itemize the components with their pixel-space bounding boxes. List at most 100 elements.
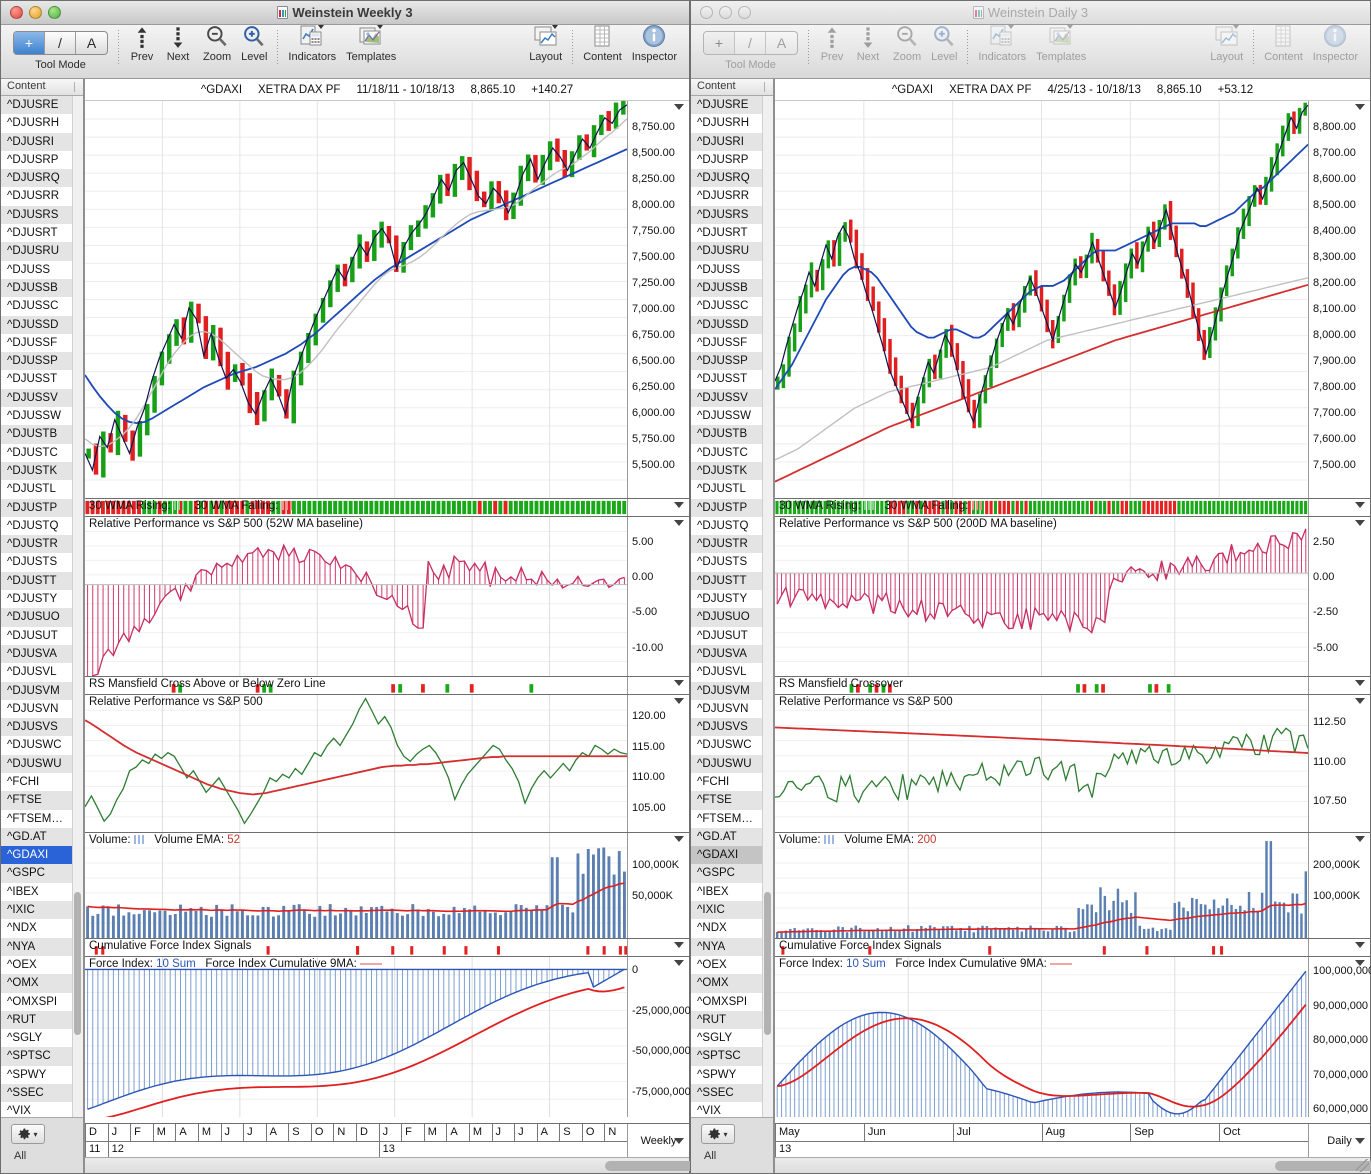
symbol-list-item[interactable]: ^DJUSSF bbox=[697, 336, 748, 349]
chart-panel-force[interactable]: Force Index: 10 Sum Force Index Cumulati… bbox=[775, 957, 1371, 1117]
zoom-out-button[interactable]: Zoom bbox=[203, 23, 231, 63]
panel-menu-chevron-down-icon[interactable] bbox=[1355, 836, 1365, 842]
scrollbar-thumb[interactable] bbox=[74, 892, 81, 1036]
symbol-list-item[interactable]: ^DJUSUO bbox=[691, 608, 773, 627]
toolbar-weekly[interactable]: + / A Tool Mode bbox=[1, 25, 689, 79]
plot-area-volume[interactable]: Volume: Volume EMA: 52 bbox=[85, 833, 627, 938]
value-axis-cfi_signals[interactable] bbox=[627, 939, 689, 956]
frequency-selector-weekly[interactable]: Weekly bbox=[627, 1124, 689, 1157]
scrollbar-thumb[interactable] bbox=[764, 892, 771, 1036]
panel-menu-chevron-down-icon[interactable] bbox=[674, 960, 684, 966]
plot-area-force[interactable]: Force Index: 10 Sum Force Index Cumulati… bbox=[85, 957, 627, 1117]
symbol-list-item[interactable]: ^DJUSTY bbox=[697, 593, 748, 606]
horizontal-scrollbar-weekly[interactable] bbox=[85, 1157, 755, 1173]
zoom-in-button[interactable]: Level bbox=[931, 23, 957, 63]
gear-button[interactable]: ▾ bbox=[11, 1124, 45, 1144]
symbol-list-item[interactable]: ^DJUSSP bbox=[691, 352, 773, 371]
value-axis-wma[interactable] bbox=[1308, 499, 1370, 516]
symbol-list-item[interactable]: ^IBEX bbox=[697, 885, 729, 898]
symbol-list-item[interactable]: ^DJUSTK bbox=[691, 461, 773, 481]
layout-button[interactable]: Layout bbox=[1210, 23, 1243, 63]
symbol-list-item[interactable]: ^OMXSPI bbox=[697, 995, 748, 1008]
symbol-list-item[interactable]: ^OMXSPI bbox=[7, 995, 58, 1008]
nav-group[interactable]: Prev Next bbox=[123, 27, 197, 63]
symbol-list-item[interactable]: ^DJUSWU bbox=[691, 754, 773, 773]
symbol-list-item[interactable]: ^SSEC bbox=[691, 1084, 773, 1103]
symbol-list-item[interactable]: ^NDX bbox=[7, 922, 37, 935]
symbol-list-item[interactable]: ^OMX bbox=[1, 974, 83, 993]
plot-area-volume[interactable]: Volume: Volume EMA: 200 bbox=[775, 833, 1308, 938]
symbol-list-item[interactable]: ^DJUSST bbox=[697, 373, 748, 386]
symbol-list-item[interactable]: ^DJUSTY bbox=[7, 593, 58, 606]
chevron-down-icon[interactable] bbox=[1355, 1137, 1365, 1144]
symbol-list-item[interactable]: ^DJUSRR bbox=[697, 190, 750, 203]
symbol-list-item[interactable]: ^DJUSRU bbox=[1, 242, 83, 261]
symbol-list-item[interactable]: ^FCHI bbox=[7, 775, 40, 788]
panel-menu-chevron-down-icon[interactable] bbox=[674, 104, 684, 110]
symbol-list-item[interactable]: ^GD.AT bbox=[691, 827, 773, 847]
plot-area-cfi_signals[interactable]: Cumulative Force Index Signals bbox=[775, 939, 1308, 956]
symbol-list-item[interactable]: ^DJUSS bbox=[7, 263, 51, 276]
value-axis-mansfield[interactable] bbox=[627, 677, 689, 694]
chart-panel-force[interactable]: Force Index: 10 Sum Force Index Cumulati… bbox=[85, 957, 691, 1117]
tool-mode-text[interactable]: A bbox=[86, 35, 97, 51]
symbol-list-item[interactable]: ^DJUSTP bbox=[691, 498, 773, 517]
chart-panel-wma[interactable]: 30 WMA Rising: 30 WMA Falling: bbox=[85, 499, 689, 517]
value-axis-force[interactable]: 0 -25,000,000 -50,000,000 -75,000,000 bbox=[627, 957, 691, 1117]
symbol-list-item[interactable]: ^DJUSSC bbox=[697, 300, 749, 313]
window-controls[interactable] bbox=[10, 6, 61, 19]
symbol-list-item[interactable]: ^DJUSRE bbox=[1, 96, 83, 115]
symbol-list-item[interactable]: ^IBEX bbox=[7, 885, 39, 898]
prev-button[interactable]: Prev bbox=[129, 23, 155, 63]
symbol-list-item[interactable]: ^DJUSRH bbox=[697, 117, 750, 130]
symbol-list-item[interactable]: ^SGLY bbox=[7, 1032, 43, 1045]
symbol-list-item[interactable]: ^DJUSTC bbox=[697, 446, 748, 459]
plot-area-cfi_signals[interactable]: Cumulative Force Index Signals bbox=[85, 939, 627, 956]
panel-menu-chevron-down-icon[interactable] bbox=[674, 698, 684, 704]
titlebar-daily[interactable]: Weinstein Daily 3 bbox=[691, 1, 1370, 25]
symbol-list-item[interactable]: ^SPTSC bbox=[691, 1047, 773, 1066]
next-button[interactable]: Next bbox=[165, 23, 191, 63]
panel-menu-chevron-down-icon[interactable] bbox=[1355, 520, 1365, 526]
symbol-list-item[interactable]: ^NDX bbox=[697, 922, 727, 935]
panel-menu-chevron-down-icon[interactable] bbox=[1355, 104, 1365, 110]
plot-area-wma[interactable]: 30 WMA Rising: 30 WMA Falling: bbox=[775, 499, 1308, 516]
symbol-list-item[interactable]: ^DJUSSF bbox=[7, 336, 58, 349]
plot-area-mansfield[interactable]: RS Mansfield Cross Above or Below Zero L… bbox=[85, 677, 627, 694]
symbol-list-item[interactable]: ^DJUSTB bbox=[1, 425, 83, 444]
value-axis-cfi_signals[interactable] bbox=[1308, 939, 1370, 956]
value-axis-relperf_ma[interactable]: 5.00 0.00 -5.00 -10.00 bbox=[627, 517, 689, 676]
chart-panel-relperf_ma[interactable]: Relative Performance vs S&P 500 (52W MA … bbox=[85, 517, 689, 677]
plot-area-price[interactable] bbox=[775, 101, 1308, 498]
symbol-list-item[interactable]: ^DJUSVN bbox=[697, 702, 749, 715]
symbol-list-item[interactable]: ^VIX bbox=[697, 1105, 721, 1117]
window-daily[interactable]: Weinstein Daily 3 + / A Tool Mode bbox=[690, 0, 1371, 1174]
symbol-list-item[interactable]: ^DJUSRP bbox=[7, 153, 59, 166]
symbol-list-item[interactable]: ^DJUSTL bbox=[697, 483, 746, 496]
symbol-list-item[interactable]: ^DJUSTS bbox=[697, 556, 748, 569]
chart-panel-mansfield[interactable]: RS Mansfield Cross Above or Below Zero L… bbox=[85, 677, 689, 695]
symbol-list-item[interactable]: ^DJUSTP bbox=[1, 498, 83, 517]
symbol-list-item[interactable]: ^DJUSTR bbox=[1, 535, 83, 554]
tool-mode-crosshair[interactable]: + bbox=[14, 32, 45, 54]
symbol-list-weekly[interactable]: ^DJUSRE ^DJUSRH ^DJUSRI ^DJUSRP ^DJUSRQ ^DJUS… bbox=[1, 96, 83, 1117]
value-axis-relperf[interactable]: 120.00 115.00 110.00 105.00 bbox=[627, 695, 689, 832]
symbol-list-item[interactable]: ^DJUSTB bbox=[691, 425, 773, 444]
tool-mode-crosshair[interactable]: + bbox=[704, 32, 735, 54]
symbol-list-item[interactable]: ^DJUSWC bbox=[697, 739, 752, 752]
chart-panel-cfi_signals[interactable]: Cumulative Force Index Signals bbox=[85, 939, 689, 957]
chart-panel-wma[interactable]: 30 WMA Rising: 30 WMA Falling: bbox=[775, 499, 1370, 517]
symbol-list-item[interactable]: ^FTSEM… bbox=[7, 812, 63, 825]
symbol-list-item[interactable]: ^OMX bbox=[691, 974, 773, 993]
symbol-list-item[interactable]: ^DJUSS bbox=[697, 263, 741, 276]
symbol-list-item[interactable]: ^FTSEM… bbox=[697, 812, 753, 825]
tool-mode-text[interactable]: A bbox=[776, 35, 787, 51]
plot-area-relperf[interactable]: Relative Performance vs S&P 500 bbox=[775, 695, 1308, 832]
panel-menu-chevron-down-icon[interactable] bbox=[674, 520, 684, 526]
symbol-list-item[interactable]: ^DJUSRQ bbox=[691, 169, 773, 188]
symbol-list-item[interactable]: ^DJUSVA bbox=[691, 644, 773, 664]
value-axis-mansfield[interactable] bbox=[1308, 677, 1370, 694]
layout-group[interactable]: Layout bbox=[523, 25, 568, 63]
sidebar-footer[interactable]: ▾ All bbox=[1, 1117, 83, 1173]
content-group[interactable]: Content Inspector bbox=[1258, 25, 1364, 63]
